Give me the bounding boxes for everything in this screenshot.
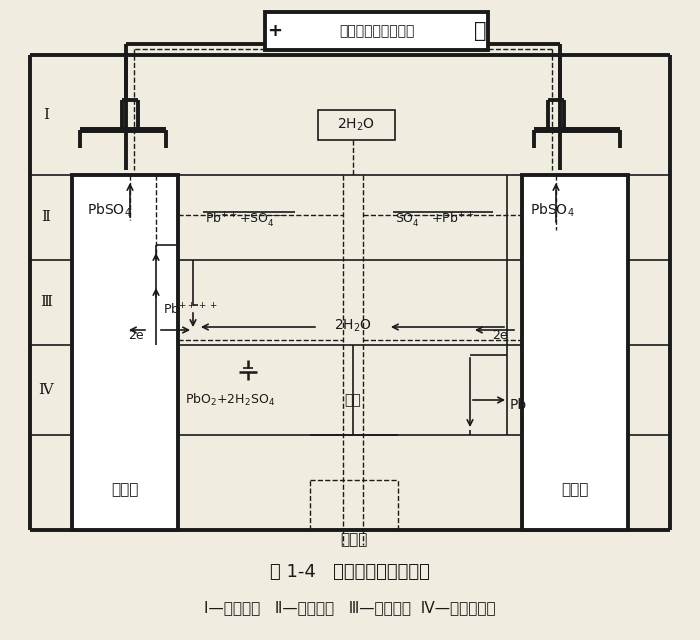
- Text: 电解液: 电解液: [340, 532, 368, 547]
- Text: 隔板: 隔板: [344, 393, 361, 407]
- Text: Ⅱ: Ⅱ: [41, 210, 50, 224]
- Text: 2e: 2e: [128, 328, 144, 342]
- Bar: [265, 12, 488, 50]
- Text: Ⅲ: Ⅲ: [40, 295, 52, 309]
- Text: －: －: [474, 21, 486, 41]
- Bar: [72, 175, 178, 530]
- Text: PbSO$_4$: PbSO$_4$: [530, 202, 575, 219]
- Bar: [318, 110, 395, 140]
- Text: Ⅳ: Ⅳ: [38, 383, 53, 397]
- Text: 2H$_2$O: 2H$_2$O: [337, 117, 376, 133]
- Text: Pb: Pb: [510, 398, 527, 412]
- Text: +: +: [267, 22, 283, 40]
- Text: 2e: 2e: [492, 328, 508, 342]
- Text: 充电机或直流发电机: 充电机或直流发电机: [339, 24, 414, 38]
- Text: Pb$^{++}$+SO$_4^{--}$: Pb$^{++}$+SO$_4^{--}$: [205, 211, 285, 229]
- Bar: [522, 175, 628, 530]
- Text: PbO$_2$+2H$_2$SO$_4$: PbO$_2$+2H$_2$SO$_4$: [185, 392, 275, 408]
- Text: 图 1-4   铅蓄电池的充电过程: 图 1-4 铅蓄电池的充电过程: [270, 563, 430, 581]
- Text: 2H$_2$O: 2H$_2$O: [334, 318, 372, 334]
- Text: Ⅰ—放电状态   Ⅱ—溶解电离   Ⅲ—通入电流  Ⅳ—充电状态。: Ⅰ—放电状态 Ⅱ—溶解电离 Ⅲ—通入电流 Ⅳ—充电状态。: [204, 600, 496, 616]
- Text: 负极板: 负极板: [561, 483, 589, 497]
- Text: Pb$^{++++}$: Pb$^{++++}$: [163, 302, 218, 317]
- Text: Ⅰ: Ⅰ: [43, 108, 49, 122]
- Text: SO$_4^{--}$+Pb$^{++}$: SO$_4^{--}$+Pb$^{++}$: [395, 211, 475, 229]
- Text: PbSO$_4$: PbSO$_4$: [87, 202, 132, 219]
- Text: 正极板: 正极板: [111, 483, 139, 497]
